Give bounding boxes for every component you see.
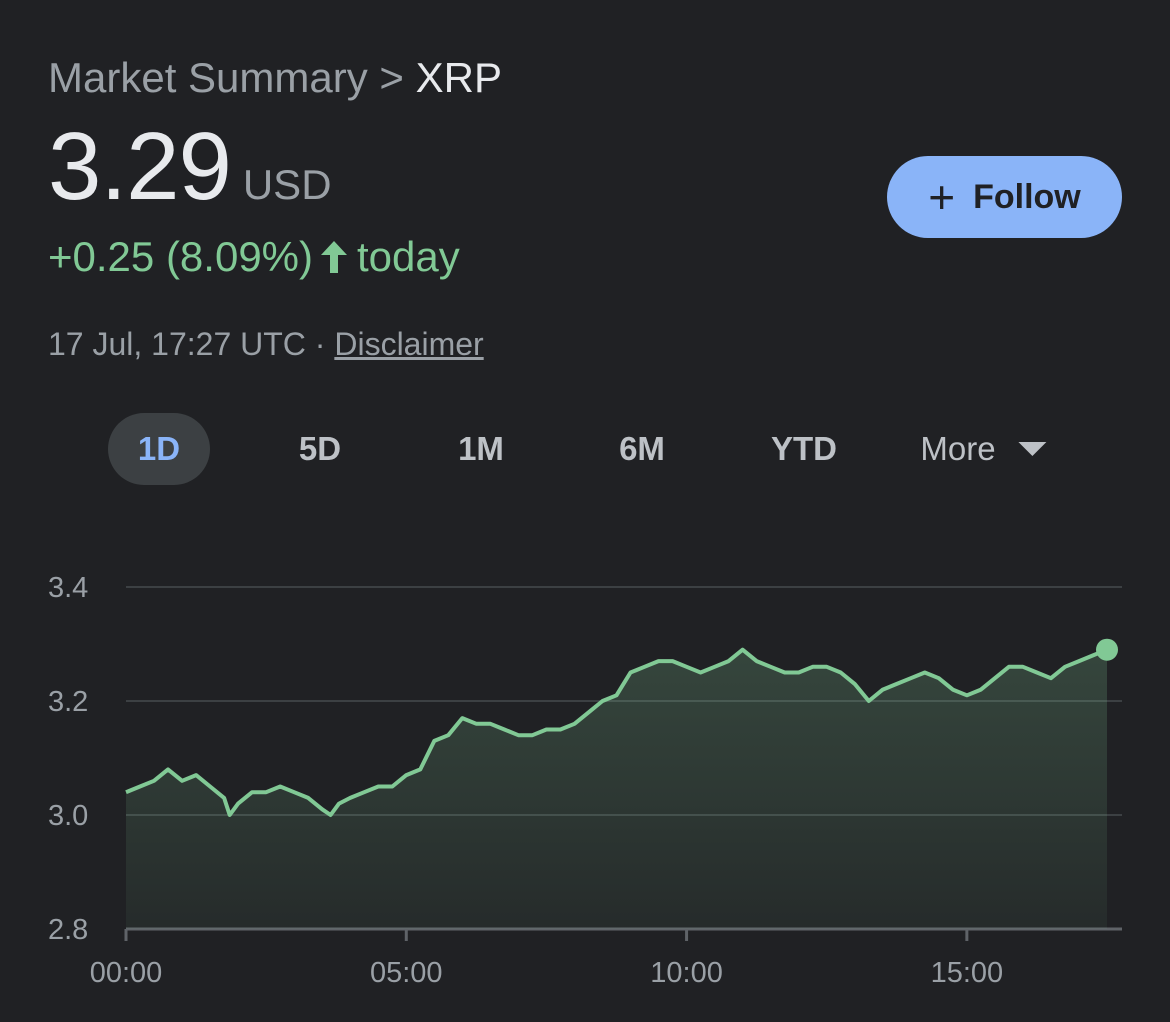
arrow-up-icon [321,241,348,273]
price-change: +0.25 (8.09%) today [48,230,460,284]
tab-6m[interactable]: 6M [619,430,665,467]
change-value: +0.25 (8.09%) [48,233,314,280]
tab-5d[interactable]: 5D [298,430,342,467]
x-tick-label: 15:00 [931,957,1004,989]
caret-down-icon [1018,442,1047,456]
price-row: 3.29 USD [48,112,332,222]
x-tick-label: 10:00 [650,957,723,989]
currency-label: USD [242,161,332,208]
x-tick-label: 00:00 [90,957,163,989]
change-period: today [357,233,460,280]
y-tick-label: 2.8 [48,914,88,946]
x-tick-label: 05:00 [370,957,443,989]
price-line [125,647,1108,817]
plus-icon: + [928,171,956,223]
range-tabs: 1D 5D 1M 6M YTD More [0,413,1170,485]
timestamp: 17 Jul, 17:27 UTC · [48,326,326,362]
breadcrumb: Market Summary > XRP [48,52,502,104]
breadcrumb-separator: > [379,54,404,101]
tab-ytd[interactable]: YTD [771,430,837,467]
tab-1d[interactable]: 1D [108,413,210,485]
price-chart: 3.4 3.2 3.0 2.800:00 05:00 10:00 15:00 [48,572,1122,989]
tab-more[interactable]: More [920,413,1047,485]
timestamp-row: 17 Jul, 17:27 UTC · Disclaimer [48,322,484,366]
disclaimer-link[interactable]: Disclaimer [334,326,484,362]
current-price: 3.29 [48,113,232,220]
y-tick-label: 3.4 [48,572,88,604]
follow-button[interactable]: + Follow [887,156,1122,238]
more-label: More [920,430,996,467]
tab-1m[interactable]: 1M [458,430,504,467]
y-tick-label: 3.0 [48,800,88,832]
y-tick-label: 3.2 [48,686,88,718]
breadcrumb-parent[interactable]: Market Summary [48,54,368,101]
latest-price-dot [1096,638,1118,661]
breadcrumb-current: XRP [415,54,502,101]
follow-label: Follow [973,177,1081,216]
price-area [126,649,1107,929]
